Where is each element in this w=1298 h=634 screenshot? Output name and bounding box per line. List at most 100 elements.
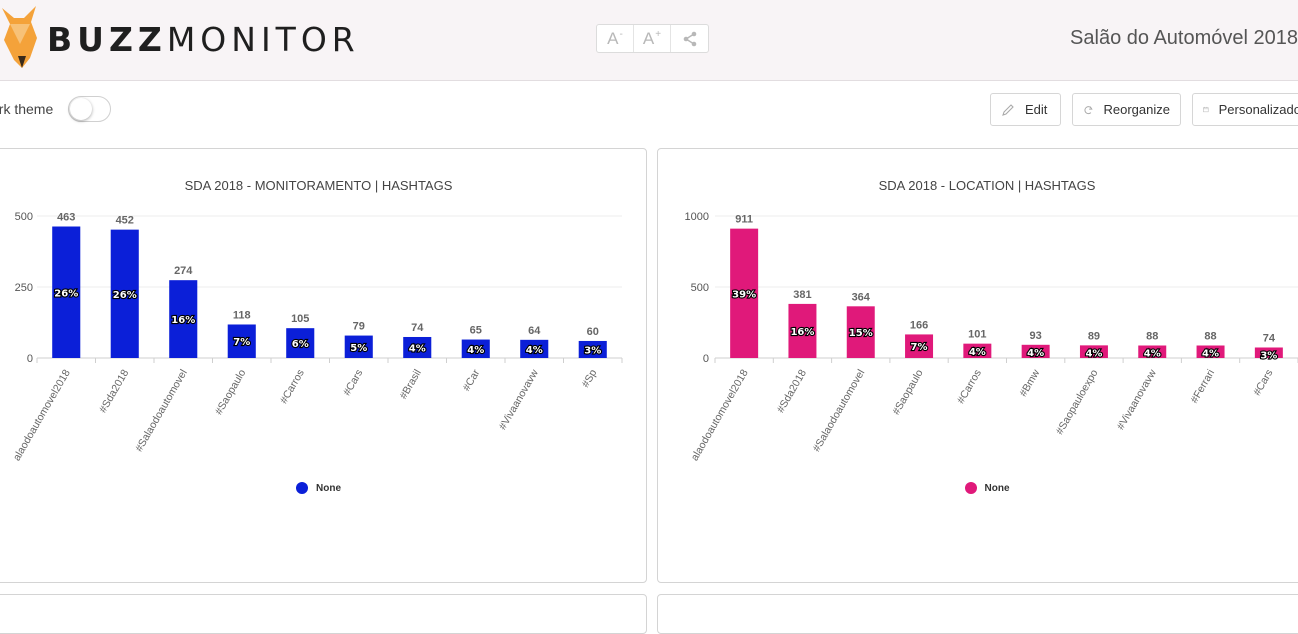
x-category-label: alaodoautomovel2018: [689, 367, 751, 463]
x-category-label: #Carros: [955, 368, 984, 406]
bar: [963, 343, 992, 358]
bar-value-label: 452: [116, 215, 134, 227]
calendar-icon: [1203, 106, 1209, 113]
x-category-label: #Brasil: [397, 368, 423, 402]
bar: [169, 280, 198, 358]
bar-value-label: 463: [57, 212, 75, 224]
bar: [730, 228, 759, 358]
bar-value-label: 364: [852, 291, 871, 303]
fox-logo-icon: [2, 6, 37, 68]
bar-percent-label: 7%: [911, 342, 928, 353]
x-category-label: #Vivaanovavw: [497, 367, 541, 432]
bar: [1079, 345, 1108, 358]
x-category-label: #Cars: [1251, 368, 1275, 398]
bar: [846, 306, 875, 358]
app-header: BUZZMONITOR A- A+ Salão do Automóvel 201…: [0, 0, 1298, 81]
chart-panel-location: SDA 2018 - LOCATION | HASHTAGS 0 500 1000 9…: [657, 148, 1298, 583]
legend-dot: [964, 482, 977, 494]
bar: [905, 334, 934, 358]
x-category-label: #Sda2018: [775, 367, 809, 415]
y-tick-label: 0: [703, 353, 709, 365]
bar-value-label: 65: [470, 325, 482, 337]
bar-percent-label: 4%: [409, 343, 426, 354]
bar-percent-label: 3%: [584, 345, 601, 356]
bar-value-label: 74: [411, 322, 424, 334]
font-decrease-button[interactable]: A-: [597, 25, 634, 52]
bar-percent-label: 4%: [526, 345, 543, 356]
font-tools: A- A+: [596, 24, 709, 53]
share-icon: [683, 31, 696, 46]
bar: [520, 339, 549, 358]
chart-panel-below-left: [0, 594, 647, 634]
bar: [578, 340, 607, 358]
bar-percent-label: 4%: [1027, 348, 1044, 359]
bar-value-label: 911: [735, 214, 753, 226]
bar-value-label: 93: [1030, 330, 1042, 342]
chart-title: SDA 2018 - MONITORAMENTO | HASHTAGS: [184, 178, 453, 193]
x-category-label: #Sp: [580, 367, 600, 389]
bar-value-label: 166: [910, 319, 928, 331]
x-category-label: alaodoautomovel2018: [11, 367, 73, 463]
x-category-label: #Sda2018: [97, 367, 131, 415]
bar: [461, 339, 490, 358]
bar-percent-label: 4%: [1144, 349, 1161, 360]
chart-legend[interactable]: None: [658, 482, 1298, 494]
bar: [1254, 347, 1283, 358]
brand-bold: BUZZ: [47, 20, 167, 59]
bar: [110, 229, 139, 358]
edit-label: Edit: [1025, 102, 1048, 117]
bar-value-label: 274: [174, 265, 193, 277]
custom-period-label: Personalizado: [1218, 102, 1298, 117]
bar-value-label: 89: [1088, 330, 1100, 342]
brand-logo-text[interactable]: BUZZMONITOR: [47, 20, 360, 59]
x-category-label: #Car: [461, 367, 483, 393]
chart-panel-monitoramento: SDA 2018 - MONITORAMENTO | HASHTAGS 0 250…: [0, 148, 647, 583]
bar-value-label: 118: [233, 309, 251, 321]
bar-percent-label: 26%: [113, 290, 137, 301]
x-category-label: #Vivaanovavw: [1115, 367, 1159, 432]
report-title: Salão do Automóvel 2018: [1070, 27, 1298, 49]
x-category-label: #Salaodoautomovel: [811, 368, 868, 454]
bar-percent-label: 26%: [54, 288, 78, 299]
pencil-icon: [1002, 103, 1014, 116]
bar: [788, 303, 817, 358]
bar-value-label: 105: [291, 313, 309, 325]
bar-percent-label: 6%: [292, 339, 309, 350]
bar-percent-label: 4%: [1202, 349, 1219, 360]
legend-label: None: [316, 482, 341, 494]
share-button[interactable]: [671, 25, 708, 52]
bar-value-label: 88: [1204, 331, 1216, 343]
bar: [227, 324, 256, 358]
bar-value-label: 381: [793, 289, 811, 301]
bar-value-label: 60: [587, 326, 599, 338]
custom-period-button[interactable]: Personalizado: [1192, 93, 1298, 126]
bar-chart: 0 500 1000 911 39% alaodoautomovel2018 381 16% #…: [685, 211, 1298, 463]
bar-percent-label: 4%: [1085, 348, 1102, 359]
bar-percent-label: 15%: [849, 328, 873, 339]
bar: [344, 335, 373, 358]
dark-theme-toggle[interactable]: [68, 96, 111, 122]
chart-title: SDA 2018 - LOCATION | HASHTAGS: [878, 178, 1096, 193]
reorganize-button[interactable]: Reorganize: [1072, 93, 1181, 126]
bar: [286, 328, 315, 358]
font-increase-button[interactable]: A+: [634, 25, 671, 52]
x-category-label: #Saopaulo: [213, 367, 249, 417]
bar-value-label: 79: [353, 321, 365, 333]
refresh-icon: [1084, 105, 1093, 114]
bar-value-label: 101: [968, 329, 986, 341]
bar-percent-label: 16%: [790, 327, 814, 338]
brand-light: MONITOR: [166, 20, 360, 59]
chart-legend[interactable]: None: [0, 482, 646, 494]
bar-value-label: 64: [528, 325, 541, 337]
edit-button[interactable]: Edit: [990, 93, 1061, 126]
bar: [1196, 345, 1225, 358]
bar: [1138, 345, 1167, 358]
x-category-label: #Carros: [278, 368, 307, 406]
bar-percent-label: 16%: [171, 315, 195, 326]
x-category-label: #Saopaulo: [890, 367, 926, 417]
dark-theme-label: ark theme: [0, 101, 54, 117]
y-tick-label: 250: [15, 282, 33, 294]
font-increase-icon: A+: [642, 28, 662, 48]
x-category-label: #Salaodoautomovel: [133, 368, 190, 454]
x-category-label: #Ferrari: [1188, 368, 1217, 406]
